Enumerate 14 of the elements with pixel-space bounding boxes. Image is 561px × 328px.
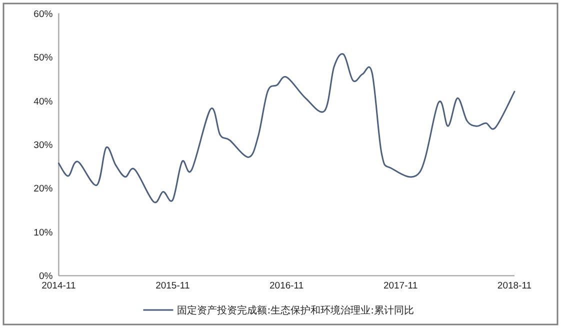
y-tick-label: 40% <box>34 96 54 108</box>
y-tick-label: 10% <box>34 227 54 238</box>
x-tick-label: 2016-11 <box>270 280 304 292</box>
legend-label: 固定资产投资完成额:生态保护和环境治理业:累计同比 <box>177 304 414 316</box>
y-tick-label: 30% <box>34 140 54 151</box>
y-tick-label: 0% <box>38 271 54 282</box>
y-tick-label: 20% <box>34 184 54 195</box>
y-tick-label: 50% <box>34 52 54 64</box>
y-tick-label: 60% <box>34 8 54 20</box>
x-tick-label: 2018-11 <box>497 280 532 292</box>
line-series <box>58 54 516 203</box>
x-tick-label: 2015-11 <box>156 280 190 292</box>
x-tick-label: 2014-11 <box>42 280 76 292</box>
x-tick-label: 2017-11 <box>383 280 418 292</box>
